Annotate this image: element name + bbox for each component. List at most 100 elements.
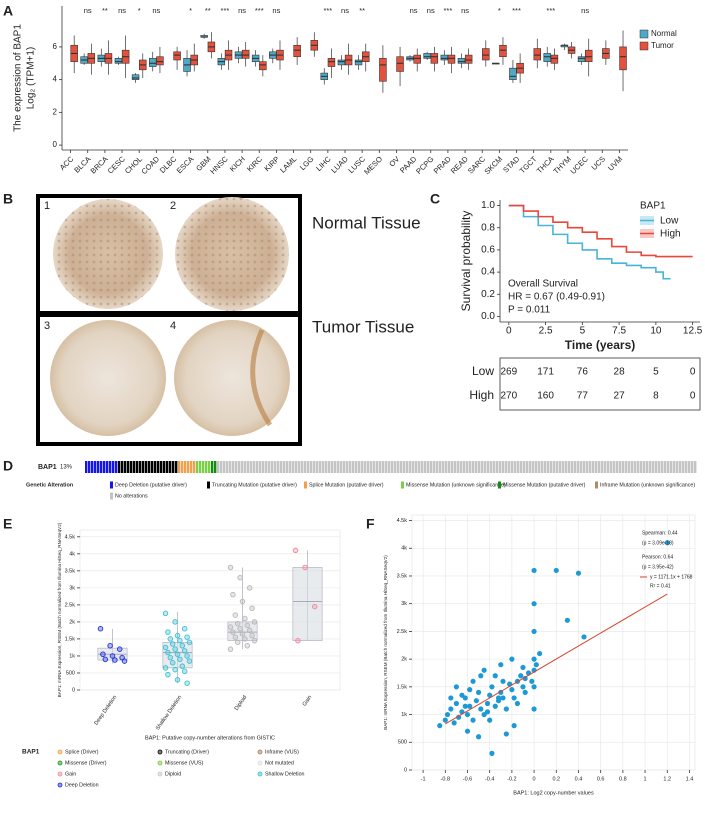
oncoprint-cell [463,461,466,473]
y-tick-label: 500 [398,740,407,746]
oncoprint-cell [613,461,616,473]
oncoprint-cell [544,461,547,473]
x-tick-label: 0.8 [619,776,627,782]
significance-label: ns [238,6,246,15]
oncoprint-cell [478,461,481,473]
oncoprint-cell [217,461,220,473]
data-point [462,703,468,709]
oncoprint-cell [415,461,418,473]
image-number: 4 [170,320,176,332]
data-point [531,656,537,662]
oncoprint-cell [331,461,334,473]
oncoprint-cell [589,461,592,473]
box [440,54,449,61]
y-tick-label: 4k [401,546,407,552]
data-point [246,627,253,634]
oncoprint-cell [397,461,400,473]
legend-label: Diploid [165,771,181,777]
oncoprint-cell [121,461,124,473]
annotation: (p = 3.09e-18) [642,540,674,546]
oncoprint-cell [529,461,532,473]
data-point [109,653,116,659]
oncoprint-cell [271,461,274,473]
oncoprint-cell [193,461,196,473]
oncoprint-cell [493,461,496,473]
data-point [444,711,451,718]
oncoprint-cell [100,461,103,473]
data-point [531,601,537,607]
oncoprint-cell [103,461,106,473]
oncoprint-cell [631,461,634,473]
panel-label: B [3,191,13,207]
x-tick-label: KIRC [245,154,264,173]
box [423,53,431,59]
data-point [464,728,471,734]
data-point [311,603,318,610]
oncoprint-cell [250,461,253,473]
annotation: Overall Survival [508,279,578,290]
oncoprint-cell [586,461,589,473]
data-point [181,625,188,632]
data-point [448,706,454,712]
oncoprint-cell [277,461,280,473]
oncoprint-cell [283,461,286,473]
data-point [230,591,236,598]
significance-label: *** [444,6,453,15]
oncoprint-cell [346,461,349,473]
image-number: 3 [44,320,50,332]
x-tick-label: MESO [362,154,384,176]
y-tick-label: 3k [401,601,407,607]
oncoprint-cell [220,461,223,473]
data-point [484,700,491,707]
x-tick-label: 10 [650,326,662,337]
oncoprint-cell [205,461,208,473]
data-point [162,665,169,671]
oncoprint-cell [259,461,262,473]
oncoprint-cell [376,461,379,473]
significance-label: *** [323,6,332,15]
x-axis-label: BAP1: Log2 copy-number values [513,790,594,796]
y-tick-label: 4.5k [65,534,76,540]
x-tick-label: 12.5 [683,326,703,337]
plot-area [411,514,696,771]
legend-marker [257,771,263,777]
box [337,59,346,66]
y-tick-label: 0 [53,140,58,149]
data-point [475,734,482,740]
legend-label: Shallow Deletion [265,771,305,777]
data-point [172,666,178,673]
oncoprint-cell [133,461,136,473]
box [584,49,593,62]
oncoprint-cell [664,461,667,473]
data-point [453,684,459,690]
oncoprint-cell [124,461,127,473]
legend-marker [157,760,163,766]
legend-title: Genetic Alteration [26,482,74,488]
risk-count: 8 [653,391,659,402]
legend-label: Gain [65,771,76,777]
oncoprint-cell [682,461,685,473]
significance-label: ns [427,6,435,15]
data-point [531,684,537,690]
oncoprint-cell [361,461,364,473]
data-point [478,673,484,679]
data-point [242,636,248,642]
oncoprint-cell [130,461,133,473]
oncoprint-cell [424,461,427,473]
data-point [167,654,174,661]
risk-count: 171 [537,367,554,378]
data-point [487,692,493,698]
oncoprint-cell [181,461,184,473]
data-point [162,644,169,651]
data-point [237,625,243,632]
significance-label: ** [205,6,211,15]
data-point [181,668,188,675]
annotation: Pearson: 0.64 [642,554,673,560]
data-point [234,639,241,646]
data-point [174,632,181,639]
data-point [246,585,253,591]
oncoprint-cell [610,461,613,473]
x-tick-label: UCEC [569,154,591,176]
significance-label: * [138,6,141,15]
data-point [475,689,482,695]
